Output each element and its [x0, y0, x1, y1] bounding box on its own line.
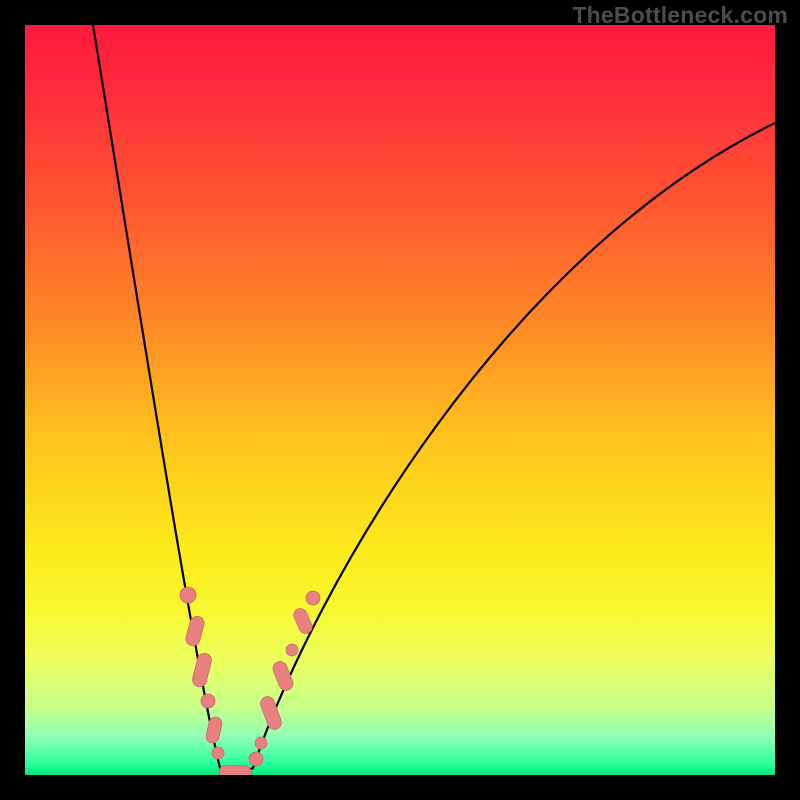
data-marker: [212, 747, 224, 759]
data-marker: [184, 615, 205, 648]
data-marker: [306, 591, 320, 605]
data-marker: [180, 587, 196, 603]
data-marker: [249, 752, 263, 766]
data-marker: [255, 737, 267, 749]
data-marker: [191, 652, 213, 688]
data-marker: [292, 606, 314, 635]
chart-frame: TheBottleneck.com: [0, 0, 800, 800]
data-marker: [201, 694, 215, 708]
bottleneck-curve: [0, 0, 800, 800]
data-marker: [219, 766, 251, 779]
v-curve-path: [93, 25, 775, 773]
data-marker: [271, 659, 295, 692]
data-marker: [286, 644, 298, 656]
data-marker: [205, 716, 223, 744]
watermark-text: TheBottleneck.com: [572, 2, 788, 29]
